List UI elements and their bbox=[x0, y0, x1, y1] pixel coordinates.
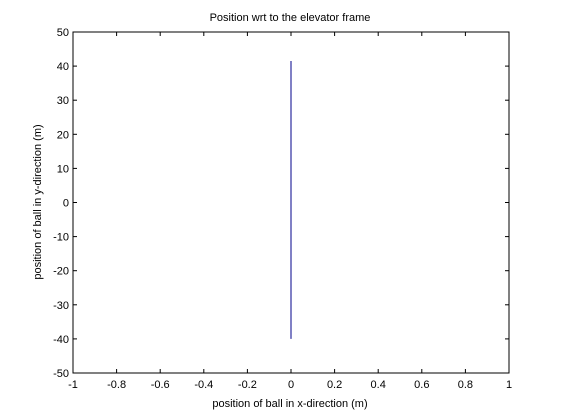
x-tick-label: 0.4 bbox=[371, 379, 386, 391]
x-axis-ticks: -1 -0.8 -0.6 -0.4 -0.2 0 0.2 0.4 0.6 0.8 1 bbox=[68, 32, 512, 391]
x-tick-label: -0.2 bbox=[238, 379, 257, 391]
y-tick-label: -10 bbox=[53, 232, 69, 244]
y-axis-label: position of ball in y-direction (m) bbox=[32, 124, 44, 279]
y-tick-label: 0 bbox=[63, 198, 69, 210]
x-tick-label: 0.8 bbox=[458, 379, 473, 391]
y-tick-label: 40 bbox=[57, 61, 69, 73]
x-tick-label: 0 bbox=[288, 379, 294, 391]
y-tick-label: -20 bbox=[53, 266, 69, 278]
x-tick-label: -0.6 bbox=[151, 379, 170, 391]
x-tick-label: -0.4 bbox=[194, 379, 213, 391]
y-tick-label: 30 bbox=[57, 95, 69, 107]
x-tick-label: -0.8 bbox=[107, 379, 126, 391]
x-tick-label: 0.6 bbox=[414, 379, 429, 391]
y-tick-label: -30 bbox=[53, 300, 69, 312]
x-tick-label: 0.2 bbox=[327, 379, 342, 391]
chart-title: Position wrt to the elevator frame bbox=[210, 12, 371, 24]
y-tick-label: 50 bbox=[57, 27, 69, 39]
y-tick-label: -40 bbox=[53, 334, 69, 346]
x-axis-label: position of ball in x-direction (m) bbox=[212, 398, 367, 410]
y-tick-label: -50 bbox=[53, 368, 69, 380]
x-tick-label: 1 bbox=[506, 379, 512, 391]
y-axis-ticks: -50 -40 -30 -20 -10 0 10 20 30 40 50 bbox=[53, 27, 509, 380]
x-tick-label: -1 bbox=[68, 379, 78, 391]
y-tick-label: 10 bbox=[57, 163, 69, 175]
y-tick-label: 20 bbox=[57, 129, 69, 141]
